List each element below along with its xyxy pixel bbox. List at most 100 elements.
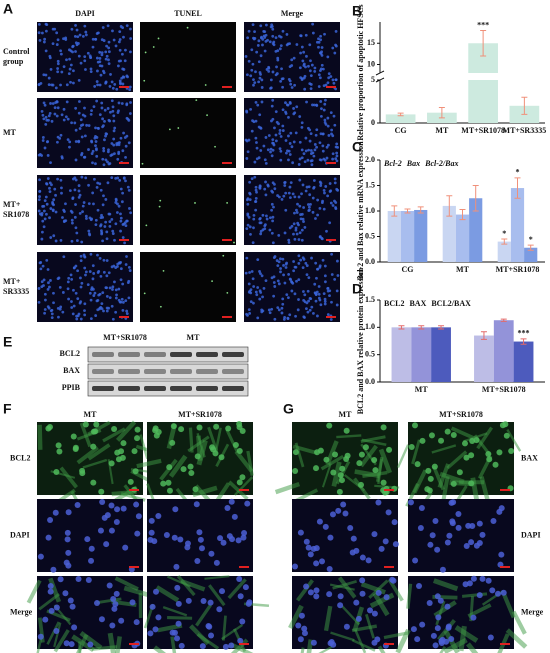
cell (320, 107, 323, 111)
image-bg (244, 252, 340, 322)
cell (96, 308, 100, 312)
cell (312, 179, 316, 182)
bar (474, 335, 494, 382)
fiber (196, 633, 220, 650)
cell (103, 225, 107, 228)
cell (109, 622, 116, 629)
cell (192, 486, 199, 493)
cell (239, 474, 246, 481)
significance: * (529, 235, 533, 244)
cell (41, 139, 45, 142)
cell (292, 269, 296, 273)
cell (40, 237, 44, 241)
cell (83, 255, 87, 259)
cell (128, 88, 132, 92)
cell (74, 226, 78, 230)
cell (122, 544, 129, 551)
cell (439, 566, 446, 573)
cell (290, 280, 294, 284)
cell (184, 544, 191, 551)
cell (318, 158, 322, 162)
cell (302, 50, 306, 54)
cell (313, 593, 320, 600)
cell (68, 67, 72, 71)
cell (246, 313, 249, 317)
cell (254, 200, 258, 203)
cell (40, 213, 44, 217)
cell (47, 114, 51, 118)
cell (213, 559, 220, 566)
cell (297, 262, 301, 265)
cell (279, 35, 283, 39)
cell (326, 313, 330, 316)
micrograph (140, 175, 236, 245)
cell (311, 31, 315, 35)
cell (429, 532, 436, 539)
fiber (204, 575, 230, 580)
cell (487, 634, 494, 641)
cell (485, 451, 492, 458)
cell (106, 107, 110, 110)
cell (119, 216, 123, 220)
cell (281, 257, 285, 261)
cell (225, 425, 232, 432)
cell (298, 231, 302, 235)
band (118, 352, 140, 357)
cell (125, 255, 128, 258)
cell (293, 111, 297, 115)
cell (91, 277, 95, 281)
cell (104, 220, 108, 224)
cell (98, 113, 102, 117)
cell (276, 58, 280, 62)
cell (252, 217, 256, 221)
cell (120, 200, 124, 204)
cell (83, 114, 87, 118)
cell (79, 276, 82, 280)
cell (279, 135, 283, 138)
cell (118, 38, 122, 41)
cell (239, 618, 246, 625)
cell (79, 254, 83, 258)
fiber (294, 442, 305, 468)
cell (61, 216, 64, 219)
cell (106, 582, 113, 589)
cell (49, 236, 53, 239)
row-label: MT (3, 128, 17, 137)
fiber (439, 645, 446, 653)
cell (113, 518, 120, 525)
cell (55, 43, 59, 46)
cell (98, 488, 105, 495)
cell (114, 201, 118, 204)
cell (330, 252, 333, 256)
cell (303, 316, 306, 319)
cell (104, 198, 108, 201)
cell (281, 297, 285, 301)
cell (40, 280, 44, 284)
cell (314, 261, 318, 265)
cell (47, 281, 50, 285)
cell (271, 98, 275, 102)
fiber (321, 463, 332, 488)
cell (117, 287, 121, 291)
fiber (153, 645, 167, 653)
cell (263, 36, 267, 39)
cell (309, 59, 312, 63)
cell (258, 216, 262, 220)
cell (310, 639, 317, 646)
cell (119, 187, 123, 191)
cell (105, 132, 109, 136)
cell (111, 29, 114, 33)
cell (91, 45, 95, 49)
cell (73, 121, 77, 125)
fiber (368, 579, 389, 599)
cell (292, 107, 295, 110)
cell (124, 299, 128, 303)
cell (56, 38, 60, 42)
error-bar (480, 331, 487, 340)
cell (327, 534, 334, 541)
cell (45, 258, 49, 262)
fiber (91, 645, 118, 651)
cell (92, 177, 96, 181)
cell (285, 33, 289, 36)
cell (85, 577, 92, 584)
